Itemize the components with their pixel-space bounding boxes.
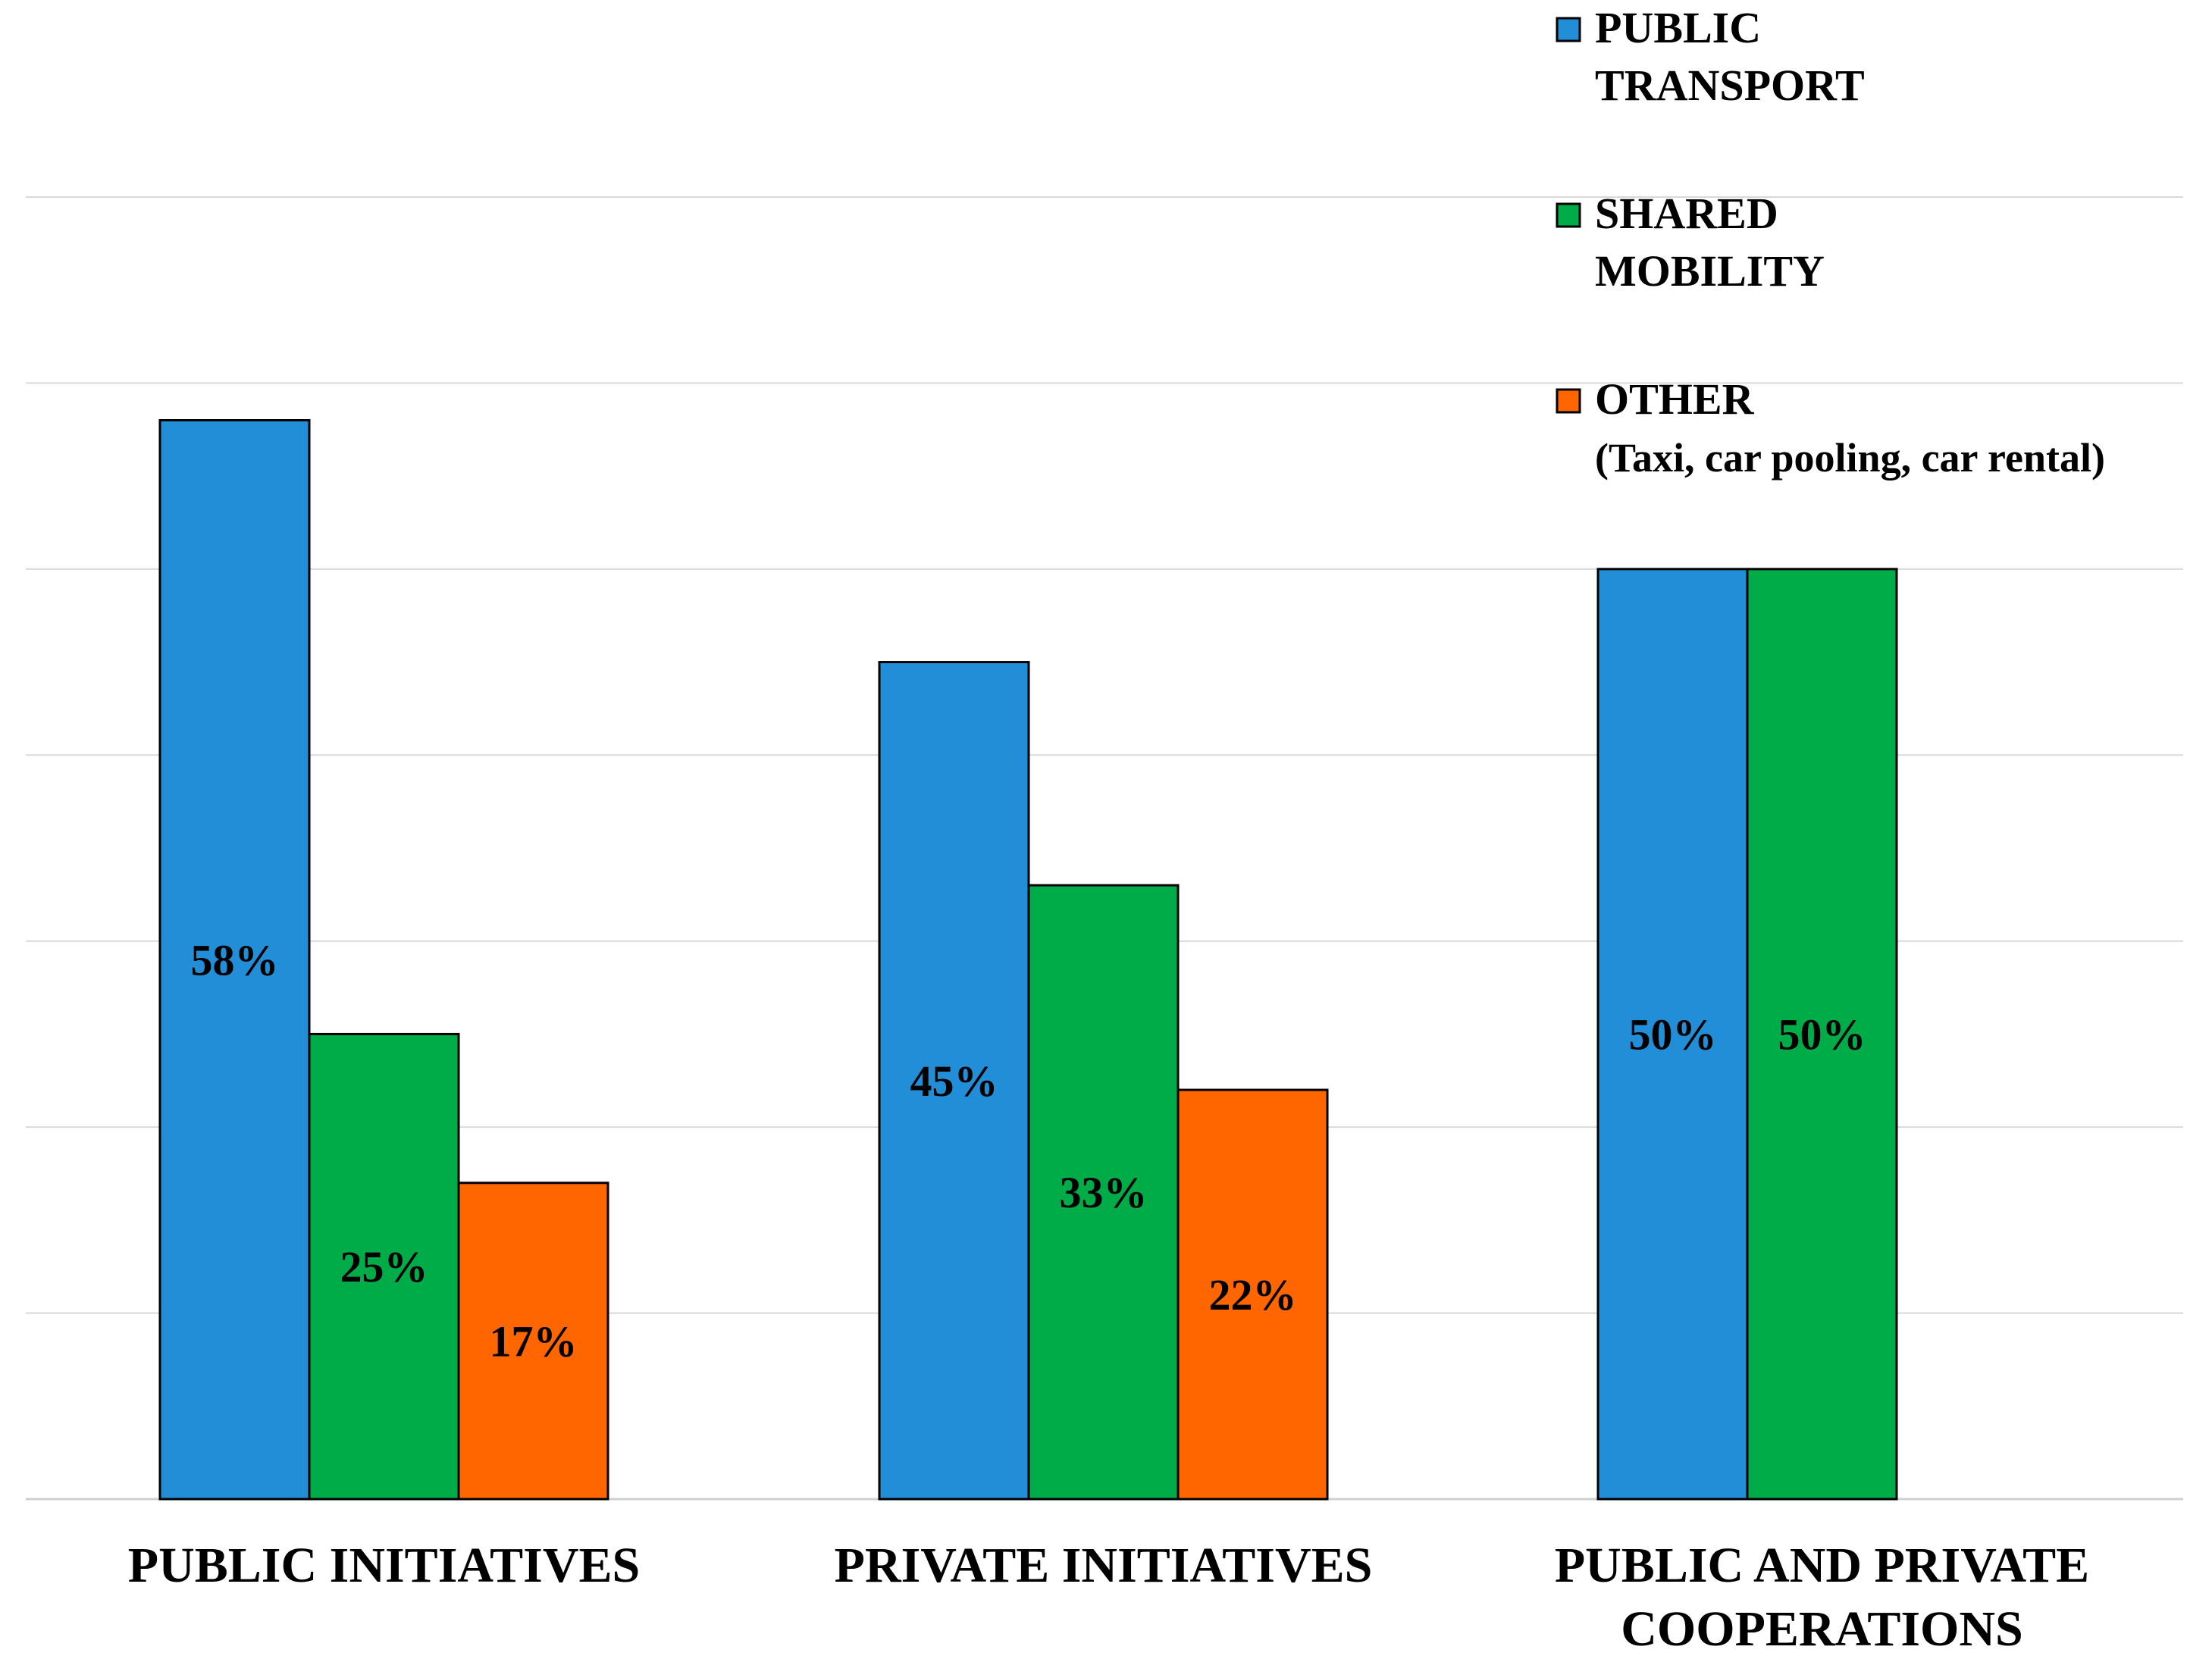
legend-label: MOBILITY	[1595, 246, 1825, 296]
data-label: 17%	[490, 1316, 578, 1366]
legend-label: TRANSPORT	[1595, 61, 1865, 110]
bar-public-transport-public-and-private-cooperations	[1596, 568, 1749, 1501]
legend-label: SHARED	[1595, 189, 1778, 238]
legend-swatch-public-transport	[1556, 17, 1581, 42]
legend: PUBLIC TRANSPORT SHARED MOBILITY OTHER (Taxi,…	[1556, 3, 2105, 480]
category-label: PRIVATE INITIATIVES	[835, 1538, 1373, 1593]
legend-swatch-other-taxi-car-pooling-car-rental	[1556, 388, 1581, 414]
data-label: 50%	[1629, 1009, 1717, 1059]
legend-label: OTHER	[1595, 374, 1755, 424]
legend-label: PUBLIC	[1595, 3, 1761, 52]
category-label: COOPERATIONS	[1621, 1601, 2023, 1657]
legend-swatch-shared-mobility	[1556, 202, 1581, 228]
category-label: PUBLIC INITIATIVES	[128, 1538, 640, 1593]
data-labels: 58% 25% 17% 45% 33% 22% 50% 50%	[191, 935, 1866, 1366]
data-label: 45%	[910, 1056, 998, 1106]
data-label: 50%	[1778, 1009, 1866, 1059]
bar-other-taxi-car-pooling-car-rental-private-initiatives	[1176, 1088, 1329, 1501]
data-label: 22%	[1209, 1270, 1297, 1319]
data-label: 25%	[340, 1242, 428, 1291]
bar-shared-mobility-public-initiatives	[308, 1032, 460, 1501]
data-label: 58%	[191, 935, 279, 984]
x-axis: PUBLIC INITIATIVES PRIVATE INITIATIVES PUB…	[128, 1538, 2089, 1657]
data-label: 33%	[1060, 1168, 1148, 1217]
category-label: PUBLIC AND PRIVATE	[1555, 1538, 2089, 1593]
legend-label: (Taxi, car pooling, car rental)	[1595, 435, 2105, 480]
bar-shared-mobility-public-and-private-cooperations	[1746, 568, 1898, 1501]
bar-public-transport-public-initiatives	[158, 419, 311, 1501]
bar-other-taxi-car-pooling-car-rental-public-initiatives	[457, 1182, 609, 1501]
bars	[158, 419, 1898, 1501]
